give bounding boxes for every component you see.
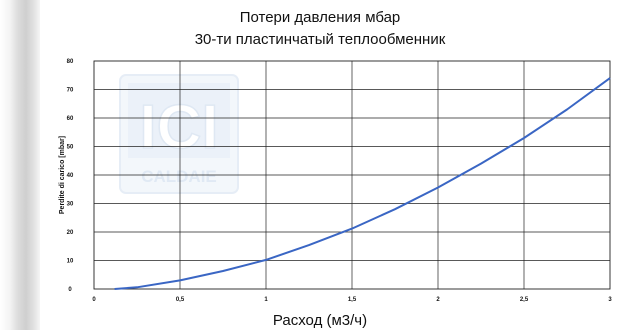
y-tick-label: 50 (67, 145, 74, 151)
series-line (114, 77, 611, 290)
chart-title: Потери давления мбар (239, 9, 401, 26)
x-tick-label: 2 (436, 297, 440, 303)
y-tick-label: 80 (67, 59, 74, 65)
svg-text:ICI: ICI (139, 93, 218, 162)
x-tick-label: 2,5 (520, 297, 529, 303)
x-tick-label: 1,5 (348, 297, 357, 303)
x-tick-label: 3 (608, 297, 612, 303)
x-axis-label: Расход (м3/ч) (272, 312, 368, 329)
y-axis-label: Perdite di carico [mbar] (59, 136, 66, 214)
y-tick-label: 20 (67, 230, 74, 236)
left-decorative-bar (0, 0, 40, 330)
y-tick-label: 40 (67, 173, 74, 179)
y-tick-label: 30 (67, 202, 74, 208)
y-tick-label: 0 (68, 287, 72, 293)
x-tick-label: 0,5 (176, 297, 185, 303)
x-tick-label: 0 (92, 297, 96, 303)
ici-caldaie-logo-watermark: ICI CALDAIE (119, 74, 239, 194)
y-tick-label: 10 (67, 259, 74, 265)
chart-subtitle: 30-ти пластинчатый теплообменник (194, 31, 446, 48)
y-tick-label: 60 (67, 116, 74, 122)
x-tick-label: 1 (264, 297, 268, 303)
plot-frame (93, 60, 611, 290)
y-tick-label: 70 (67, 88, 74, 94)
svg-text:CALDAIE: CALDAIE (141, 167, 217, 186)
